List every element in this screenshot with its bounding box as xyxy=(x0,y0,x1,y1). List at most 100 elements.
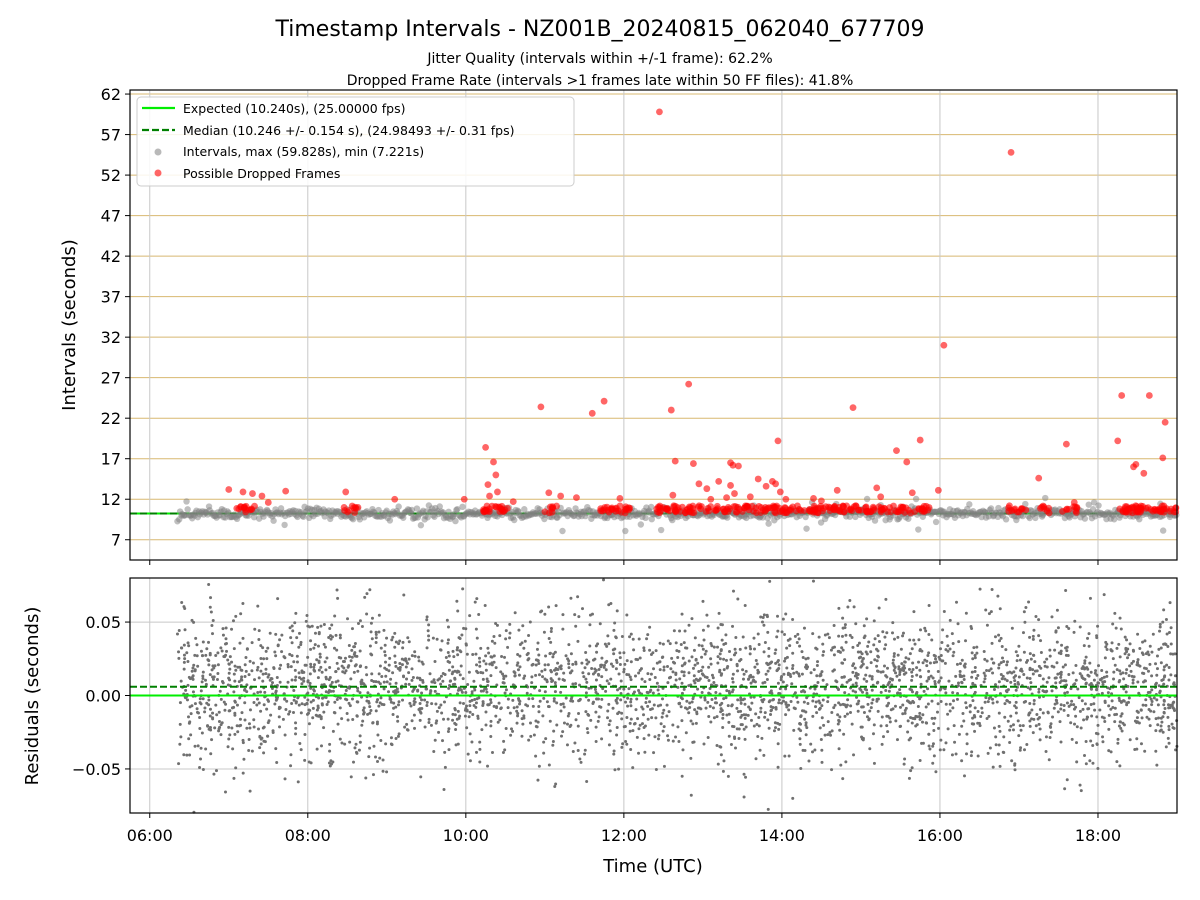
dropped-frame-point xyxy=(667,406,675,414)
residual-point xyxy=(973,690,977,694)
residual-point xyxy=(992,726,996,730)
residual-point xyxy=(1167,706,1171,710)
residual-point xyxy=(906,699,910,703)
residual-point xyxy=(402,675,406,679)
residual-point xyxy=(1105,674,1109,678)
residual-point xyxy=(1161,715,1165,719)
residual-point xyxy=(198,765,202,769)
residual-point xyxy=(192,663,196,667)
residual-point xyxy=(460,690,464,694)
residual-point xyxy=(464,627,468,631)
residual-point xyxy=(396,703,400,707)
residual-point xyxy=(1084,681,1088,685)
residual-point xyxy=(552,697,556,701)
residual-point xyxy=(1059,652,1063,656)
residual-point xyxy=(177,650,181,654)
residual-point xyxy=(748,652,752,656)
residual-point xyxy=(277,707,281,711)
residual-point xyxy=(1050,615,1054,619)
residual-point xyxy=(1102,675,1106,679)
residual-point xyxy=(637,751,641,755)
residual-point xyxy=(1144,698,1148,702)
dropped-frame-point xyxy=(1159,454,1167,462)
residual-point xyxy=(1102,593,1106,597)
residual-point xyxy=(1095,634,1099,638)
dropped-frame-point xyxy=(1140,469,1148,477)
residual-point xyxy=(300,682,304,686)
residual-point xyxy=(823,687,827,691)
residual-point xyxy=(801,689,805,693)
residual-point xyxy=(1080,674,1084,678)
residual-point xyxy=(859,655,863,659)
residual-point xyxy=(892,637,896,641)
residual-point xyxy=(276,597,280,601)
residual-point xyxy=(627,673,631,677)
residual-point xyxy=(759,615,763,619)
residual-point xyxy=(242,757,246,761)
residual-point xyxy=(1124,690,1128,694)
residual-point xyxy=(809,742,813,746)
residual-point xyxy=(1092,702,1096,706)
residual-point xyxy=(901,712,905,716)
residual-point xyxy=(445,618,449,622)
residual-point xyxy=(190,704,194,708)
residual-point xyxy=(618,651,622,655)
residual-point xyxy=(552,729,556,733)
x-tick-label: 06:00 xyxy=(127,826,173,845)
intervals-y-tick-label: 47 xyxy=(101,207,121,226)
residual-point xyxy=(910,647,914,651)
residual-point xyxy=(1060,679,1064,683)
residual-point xyxy=(557,677,561,681)
dropped-frame-point xyxy=(657,507,664,515)
residual-point xyxy=(883,635,887,639)
residual-point xyxy=(877,639,881,643)
residual-point xyxy=(881,735,885,739)
residual-point xyxy=(1091,761,1095,765)
residual-point xyxy=(748,644,752,648)
residual-point xyxy=(264,667,268,671)
residual-point xyxy=(1079,789,1083,793)
residual-point xyxy=(343,742,347,746)
residual-point xyxy=(328,742,332,746)
residual-point xyxy=(316,644,320,648)
residual-point xyxy=(476,714,480,718)
residual-point xyxy=(1115,646,1119,650)
residuals-y-axis-label: Residuals (seconds) xyxy=(22,607,43,786)
residual-point xyxy=(654,649,658,653)
residual-point xyxy=(221,627,225,631)
residual-point xyxy=(456,709,460,713)
residual-point xyxy=(694,721,698,725)
residual-point xyxy=(489,724,493,728)
residual-point xyxy=(327,690,331,694)
residual-point xyxy=(390,743,394,747)
residual-point xyxy=(538,699,542,703)
residual-point xyxy=(1103,701,1107,705)
residual-point xyxy=(804,663,808,667)
residual-point xyxy=(211,619,215,623)
residual-point xyxy=(263,690,267,694)
residual-point xyxy=(916,704,920,708)
residual-point xyxy=(212,772,216,776)
residual-point xyxy=(621,742,625,746)
residual-point xyxy=(398,665,402,669)
residual-point xyxy=(918,711,922,715)
residual-point xyxy=(1065,645,1069,649)
intervals-y-axis-label: Intervals (seconds) xyxy=(59,239,80,411)
residual-point xyxy=(211,711,215,715)
residual-point xyxy=(990,587,994,591)
residual-point xyxy=(265,707,269,711)
residual-point xyxy=(211,632,215,636)
residual-point xyxy=(485,677,489,681)
residual-point xyxy=(468,759,472,763)
residual-point xyxy=(755,722,759,726)
residual-point xyxy=(203,710,207,714)
residual-point xyxy=(881,670,885,674)
residual-point xyxy=(674,641,678,645)
residual-point xyxy=(1141,671,1145,675)
residual-point xyxy=(804,657,808,661)
residual-point xyxy=(631,766,635,770)
residual-point xyxy=(984,696,988,700)
residual-point xyxy=(1170,722,1174,726)
residual-point xyxy=(218,725,222,729)
